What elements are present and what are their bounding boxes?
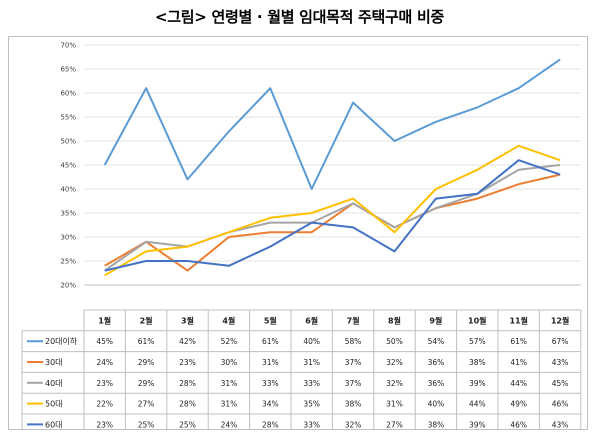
line-chart-with-data-table: 20% 25% 30% 35% 40% 45% 50% 55% 60% 65% 70% 1월 2월 3월 4… <box>21 42 582 429</box>
series-line <box>103 58 561 190</box>
series-name: 20대이하 <box>45 336 78 346</box>
data-cell: 58% <box>345 337 362 346</box>
data-cell: 32% <box>345 420 362 429</box>
data-cell: 31% <box>221 379 238 388</box>
data-cell: 31% <box>303 358 320 367</box>
data-cell: 37% <box>345 379 362 388</box>
y-tick-label: 65% <box>60 66 76 74</box>
data-cell: 40% <box>303 337 320 346</box>
data-cell: 31% <box>262 358 279 367</box>
series-name: 50대 <box>45 400 63 409</box>
x-category-label: 12월 <box>551 315 570 325</box>
data-cell: 35% <box>303 400 320 409</box>
y-tick-label: 20% <box>60 282 76 290</box>
data-cell: 39% <box>469 420 486 429</box>
data-cell: 38% <box>345 400 362 409</box>
data-cell: 57% <box>469 337 486 346</box>
data-cell: 23% <box>179 358 196 367</box>
series-name: 30대 <box>45 358 63 367</box>
data-cell: 27% <box>386 420 403 429</box>
data-cell: 45% <box>552 379 569 388</box>
data-cell: 29% <box>138 358 155 367</box>
x-category-label: 3월 <box>181 315 194 325</box>
data-cell: 25% <box>179 420 196 429</box>
y-tick-label: 60% <box>60 90 76 98</box>
data-cell: 39% <box>469 379 486 388</box>
x-category-label: 4월 <box>222 315 235 325</box>
x-category-label: 11월 <box>509 315 528 325</box>
data-cell: 36% <box>428 358 445 367</box>
series-line <box>104 144 561 277</box>
y-tick-label: 30% <box>60 234 76 242</box>
y-tick-label: 35% <box>60 210 76 218</box>
data-cell: 41% <box>510 358 527 367</box>
y-tick-label: 55% <box>60 114 76 122</box>
data-cell: 61% <box>510 337 527 346</box>
series-line <box>104 164 561 272</box>
data-cell: 31% <box>221 400 238 409</box>
data-cell: 36% <box>428 379 445 388</box>
x-category-label: 6월 <box>305 315 318 325</box>
x-category-label: 9월 <box>429 315 442 325</box>
series-name: 60대 <box>45 420 63 429</box>
data-cell: 34% <box>262 400 279 409</box>
data-cell: 23% <box>96 379 113 388</box>
data-cell: 44% <box>510 379 527 388</box>
data-cell: 38% <box>428 420 445 429</box>
data-cell: 61% <box>262 337 279 346</box>
data-cell: 22% <box>96 400 113 409</box>
y-tick-label: 25% <box>60 258 76 266</box>
y-tick-label: 45% <box>60 162 76 170</box>
data-cell: 32% <box>386 379 403 388</box>
data-cell: 52% <box>221 337 238 346</box>
data-cell: 28% <box>179 379 196 388</box>
data-cell: 29% <box>138 379 155 388</box>
series-name: 40대 <box>45 379 63 388</box>
x-category-label: 10월 <box>468 315 487 325</box>
y-tick-label: 50% <box>60 138 76 146</box>
x-category-label: 1월 <box>98 315 111 325</box>
data-cell: 28% <box>179 400 196 409</box>
y-tick-label: 70% <box>60 42 76 50</box>
data-cell: 44% <box>469 400 486 409</box>
data-cell: 33% <box>262 379 279 388</box>
y-tick-label: 40% <box>60 186 76 194</box>
data-cell: 49% <box>510 400 527 409</box>
data-cell: 32% <box>386 358 403 367</box>
data-cell: 45% <box>96 337 113 346</box>
data-cell: 23% <box>96 420 113 429</box>
data-cell: 54% <box>428 337 445 346</box>
data-cell: 43% <box>552 420 569 429</box>
data-cell: 46% <box>552 400 569 409</box>
data-cell: 37% <box>345 358 362 367</box>
data-cell: 25% <box>138 420 155 429</box>
data-cell: 31% <box>386 400 403 409</box>
data-cell: 40% <box>428 400 445 409</box>
data-cell: 46% <box>510 420 527 429</box>
data-cell: 38% <box>469 358 486 367</box>
chart-title: <그림> 연령별 · 월별 임대목적 주택구매 비중 <box>155 8 444 26</box>
data-cell: 33% <box>303 420 320 429</box>
data-cell: 67% <box>552 337 569 346</box>
data-cell: 42% <box>179 337 196 346</box>
data-cell: 27% <box>138 400 155 409</box>
data-cell: 33% <box>303 379 320 388</box>
data-cell: 28% <box>262 420 279 429</box>
series-line <box>104 173 561 272</box>
data-cell: 50% <box>386 337 403 346</box>
series-line <box>104 159 561 272</box>
x-category-label: 5월 <box>264 315 277 325</box>
data-cell: 24% <box>96 358 113 367</box>
data-cell: 24% <box>221 420 238 429</box>
x-category-label: 8월 <box>388 315 401 325</box>
x-category-label: 7월 <box>347 315 360 325</box>
data-cell: 61% <box>138 337 155 346</box>
x-category-label: 2월 <box>140 315 153 325</box>
data-cell: 43% <box>552 358 569 367</box>
data-cell: 30% <box>221 358 238 367</box>
chart-frame: 20% 25% 30% 35% 40% 45% 50% 55% 60% 65% 70% 1월 2월 3월 4… <box>8 36 588 430</box>
